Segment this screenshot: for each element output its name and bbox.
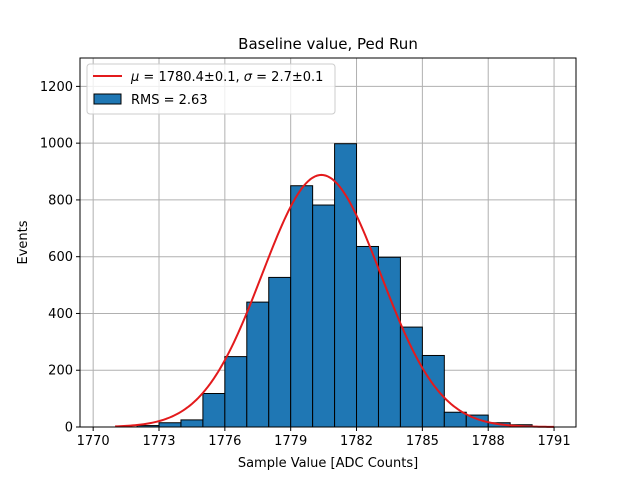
legend-box [86,63,336,115]
histogram-bar [421,354,445,428]
y-tick-label: 1000 [40,137,73,152]
chart-title: Baseline value, Ped Run [238,35,418,53]
x-tick-label: 1791 [538,434,571,449]
histogram-bar [377,256,401,428]
histogram-bar [443,411,467,428]
x-tick-label: 1776 [208,434,241,449]
legend-mu-symbol: μ [130,70,139,85]
legend-hist-swatch [93,93,122,105]
y-tick-label: 200 [48,364,73,379]
y-tick-label: 600 [48,250,73,265]
legend-sigma-value: = 2.7±0.1 [252,70,323,85]
histogram-bar [246,301,270,428]
legend: μ = 1780.4±0.1, σ = 2.7±0.1 RMS = 2.63 [86,63,336,115]
y-axis-ticks: 0 200 400 600 800 1000 1200 [40,80,80,436]
histogram-bar [312,204,336,428]
histogram-bar [268,276,292,428]
x-axis-label: Sample Value [ADC Counts] [238,456,418,471]
histogram-bar [224,356,248,428]
x-axis-ticks: 1770 1773 1776 1779 1782 1785 1788 1791 [77,427,571,449]
histogram-bar [158,422,182,428]
y-tick-label: 400 [48,307,73,322]
legend-fit-label: μ = 1780.4±0.1, σ = 2.7±0.1 [130,70,323,85]
y-tick-label: 0 [65,421,73,436]
x-tick-label: 1770 [77,434,110,449]
legend-hist-label: RMS = 2.63 [131,93,208,108]
histogram-bar [202,393,226,428]
y-tick-label: 800 [48,193,73,208]
histogram-bar [290,185,314,428]
plot-frame [79,57,577,428]
histogram-bar [399,326,423,428]
legend-mu-value: = 1780.4±0.1, [139,70,243,85]
histogram-bar [356,245,379,428]
gaussian-fit-curve [115,173,555,428]
histogram-bar [180,419,204,428]
x-tick-label: 1785 [406,434,439,449]
x-tick-label: 1782 [340,434,373,449]
x-tick-label: 1773 [142,434,175,449]
legend-sigma-symbol: σ [244,70,253,85]
y-tick-label: 1200 [40,80,73,95]
x-tick-label: 1788 [472,434,505,449]
x-tick-label: 1779 [274,434,307,449]
y-axis-label: Events [16,220,31,264]
histogram-bars [136,143,533,428]
histogram-bar [334,143,358,428]
